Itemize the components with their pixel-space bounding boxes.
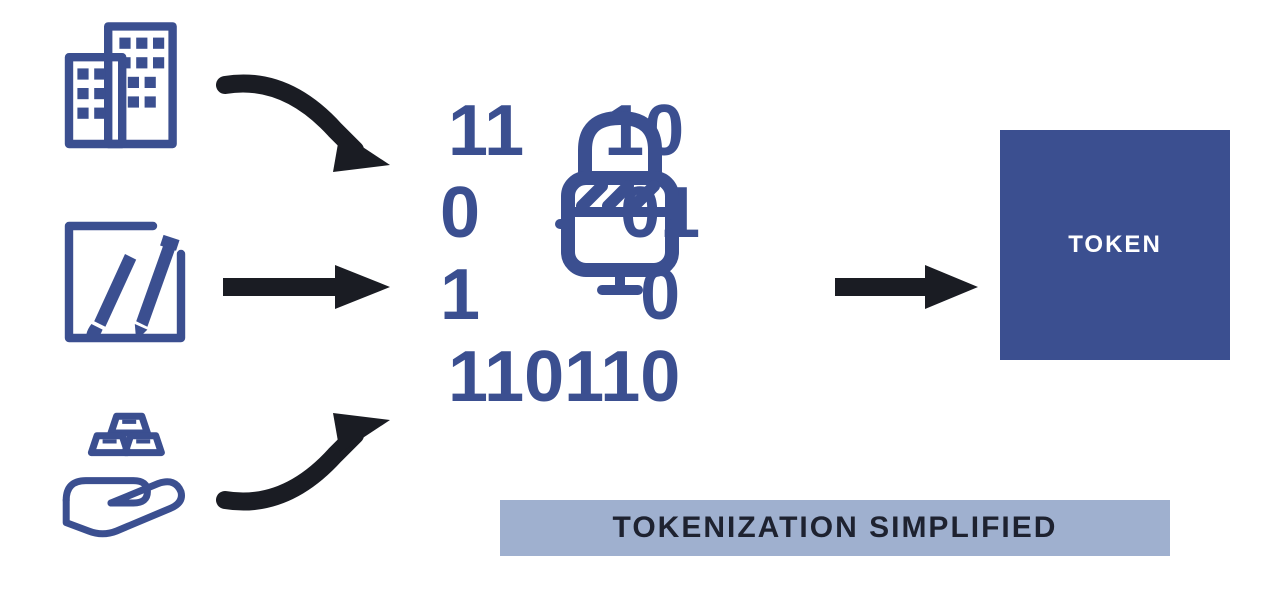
caption-text: TOKENIZATION SIMPLIFIED bbox=[613, 511, 1058, 545]
arrow-middle bbox=[215, 262, 395, 312]
caption-bar: TOKENIZATION SIMPLIFIED bbox=[500, 500, 1170, 556]
binary-row-3: 110110 bbox=[448, 336, 680, 418]
token-label: TOKEN bbox=[1068, 231, 1162, 259]
diagram-canvas: 11 10 0 01 1 0 110110 bbox=[0, 0, 1280, 592]
gold-hand-icon bbox=[55, 405, 195, 550]
buildings-icon bbox=[55, 18, 195, 163]
art-icon bbox=[55, 212, 195, 357]
arrow-to-token bbox=[830, 262, 980, 312]
token-box: TOKEN bbox=[1000, 130, 1230, 360]
arrow-bottom bbox=[215, 405, 395, 515]
padlock-icon bbox=[540, 100, 700, 305]
arrow-top bbox=[215, 70, 395, 180]
